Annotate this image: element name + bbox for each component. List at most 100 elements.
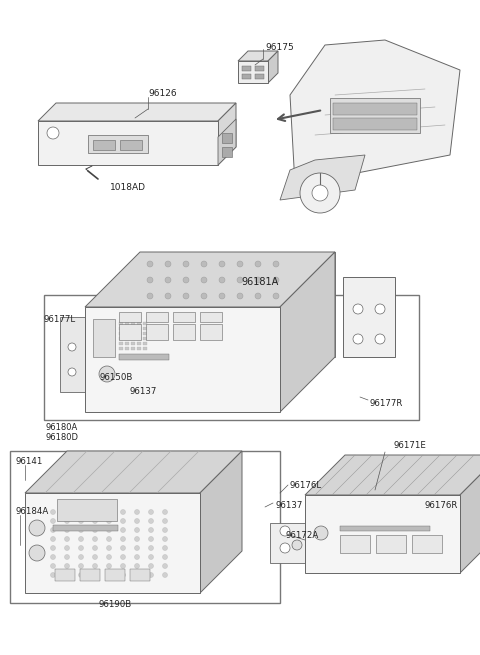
Bar	[222, 147, 232, 157]
Circle shape	[93, 527, 97, 533]
Circle shape	[292, 540, 302, 550]
Bar	[131, 337, 135, 340]
Circle shape	[237, 261, 243, 267]
Circle shape	[99, 366, 115, 382]
Circle shape	[50, 563, 56, 569]
Bar	[119, 332, 123, 335]
Circle shape	[107, 527, 111, 533]
Bar	[80, 569, 100, 581]
Bar	[146, 312, 168, 322]
Circle shape	[50, 572, 56, 578]
Circle shape	[375, 304, 385, 314]
Circle shape	[134, 519, 140, 523]
Circle shape	[64, 572, 70, 578]
Bar	[333, 103, 417, 115]
Polygon shape	[238, 51, 278, 61]
Circle shape	[79, 536, 84, 542]
Circle shape	[273, 261, 279, 267]
Circle shape	[300, 173, 340, 213]
Circle shape	[93, 510, 97, 514]
Circle shape	[148, 527, 154, 533]
Circle shape	[165, 277, 171, 283]
Circle shape	[237, 293, 243, 299]
Circle shape	[64, 536, 70, 542]
Circle shape	[353, 334, 363, 344]
Circle shape	[107, 519, 111, 523]
Bar	[412, 535, 442, 553]
Bar	[93, 140, 115, 150]
Bar	[119, 337, 123, 340]
Bar	[125, 337, 129, 340]
Circle shape	[120, 519, 125, 523]
Bar	[93, 319, 115, 357]
Circle shape	[148, 536, 154, 542]
Bar	[255, 74, 264, 79]
Bar	[340, 526, 430, 531]
Bar	[119, 322, 123, 325]
Circle shape	[93, 546, 97, 550]
Bar	[222, 133, 232, 143]
Circle shape	[148, 555, 154, 559]
Circle shape	[165, 261, 171, 267]
Circle shape	[163, 510, 168, 514]
Circle shape	[148, 510, 154, 514]
Circle shape	[183, 277, 189, 283]
Bar	[125, 327, 129, 330]
Bar	[255, 66, 264, 71]
Circle shape	[107, 572, 111, 578]
Bar	[119, 347, 123, 350]
Polygon shape	[290, 40, 460, 185]
Bar	[125, 342, 129, 345]
Circle shape	[148, 572, 154, 578]
Circle shape	[107, 546, 111, 550]
Polygon shape	[140, 252, 335, 357]
Circle shape	[201, 293, 207, 299]
Polygon shape	[270, 523, 305, 563]
Circle shape	[79, 546, 84, 550]
Circle shape	[93, 519, 97, 523]
Bar	[131, 342, 135, 345]
Circle shape	[312, 185, 328, 201]
Bar	[143, 347, 147, 350]
Bar	[340, 535, 370, 553]
Circle shape	[134, 555, 140, 559]
Polygon shape	[60, 317, 85, 392]
Text: 1018AD: 1018AD	[110, 183, 146, 191]
Polygon shape	[280, 252, 335, 412]
Bar	[200, 312, 222, 322]
Circle shape	[163, 563, 168, 569]
Bar	[130, 569, 150, 581]
Polygon shape	[85, 252, 335, 307]
Text: 96137: 96137	[130, 388, 157, 396]
Bar	[10, 451, 280, 603]
Bar	[125, 322, 129, 325]
Bar	[44, 295, 419, 420]
Circle shape	[163, 519, 168, 523]
Bar	[88, 135, 148, 153]
Bar	[242, 74, 251, 79]
Polygon shape	[268, 51, 278, 83]
Circle shape	[134, 572, 140, 578]
Bar	[143, 337, 147, 340]
Bar	[330, 98, 420, 133]
Text: 96180A: 96180A	[46, 423, 78, 432]
Circle shape	[219, 261, 225, 267]
Circle shape	[163, 555, 168, 559]
Circle shape	[148, 546, 154, 550]
Polygon shape	[200, 451, 242, 593]
Circle shape	[50, 519, 56, 523]
Circle shape	[64, 519, 70, 523]
Circle shape	[183, 261, 189, 267]
Circle shape	[50, 555, 56, 559]
Circle shape	[148, 563, 154, 569]
Bar	[131, 322, 135, 325]
Circle shape	[163, 572, 168, 578]
Circle shape	[314, 526, 328, 540]
Text: 96177R: 96177R	[370, 398, 403, 407]
Bar	[125, 347, 129, 350]
Polygon shape	[25, 451, 242, 493]
Text: 96126: 96126	[148, 90, 177, 98]
Polygon shape	[305, 455, 480, 495]
Bar	[143, 342, 147, 345]
Text: 96184A: 96184A	[15, 508, 48, 517]
